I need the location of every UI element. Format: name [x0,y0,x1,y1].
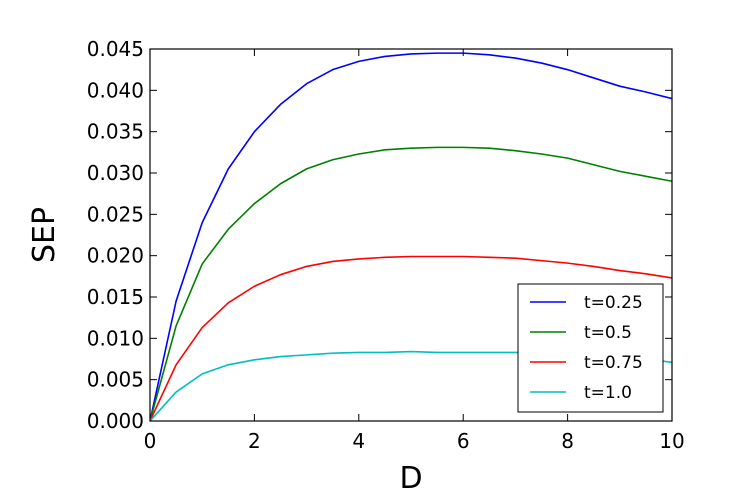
legend-box [517,283,664,413]
x-tick-label: 10 [659,429,684,453]
legend-label: t=0.25 [584,293,643,313]
ticks-layer: 0 2 4 6 8 10 0.000 0.005 0.010 0.015 0.020 0.025 0.0… [87,37,685,453]
plot-frame [149,48,673,422]
legend-label: t=0.75 [584,353,643,373]
y-tick-label: 0.020 [87,244,144,268]
y-tick-label: 0.015 [87,285,144,309]
series-line-1 [150,52,672,421]
y-tick-label: 0.045 [87,37,144,61]
series-line-3 [150,255,672,421]
y-tick-label: 0.010 [87,326,144,350]
y-tick-label: 0.005 [87,368,144,392]
legend-label: t=0.5 [584,323,632,343]
y-tick-label: 0.030 [87,161,144,185]
legend-label: t=1.0 [584,383,632,403]
y-tick-label: 0.035 [87,120,144,144]
x-axis-title: D [399,461,422,496]
x-tick-label: 0 [144,429,157,453]
x-tick-label: 8 [561,429,574,453]
y-tick-label: 0.040 [87,78,144,102]
x-tick-label: 6 [457,429,470,453]
x-tick-label: 4 [352,429,365,453]
y-tick-label: 0.025 [87,202,144,226]
y-axis-title: SEP [27,207,62,263]
legend: t=0.25 t=0.5 t=0.75 t=1.0 [517,283,664,413]
y-tick-label: 0.000 [87,409,144,433]
series-line-2 [150,146,672,421]
x-tick-label: 2 [248,429,261,453]
